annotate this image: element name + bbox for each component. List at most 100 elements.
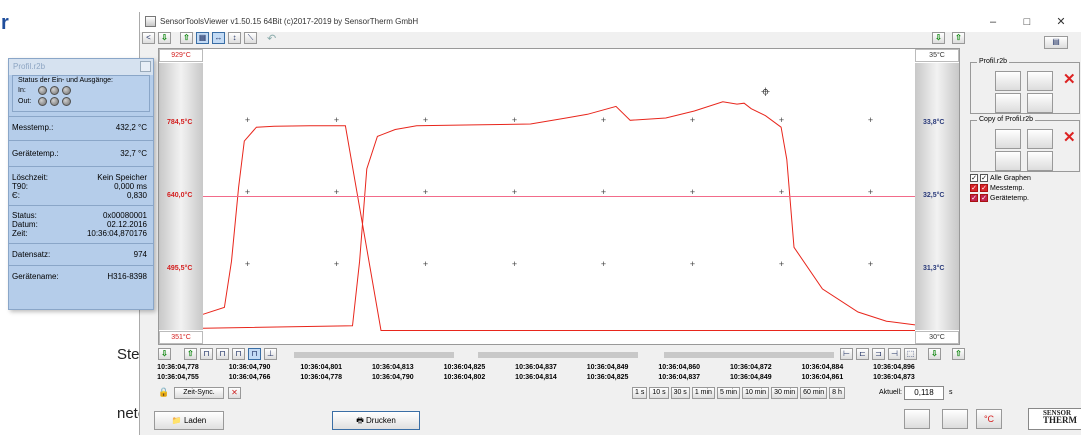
- checkbox[interactable]: ✓: [980, 184, 988, 192]
- export-chart-icon[interactable]: ⬚: [904, 348, 917, 360]
- chart-profile-icon[interactable]: [995, 129, 1021, 149]
- time-range-button[interactable]: 5 min: [716, 387, 741, 399]
- align-right-icon[interactable]: ⊣: [888, 348, 901, 360]
- export-csv-icon[interactable]: [995, 93, 1021, 113]
- led-indicator: [38, 86, 47, 95]
- time-range-button[interactable]: 30 min: [771, 387, 799, 399]
- chart-profile-icon[interactable]: [995, 71, 1021, 91]
- legend-item-alle-graphen[interactable]: ✓ ✓ Alle Graphen: [970, 174, 1031, 182]
- checkbox[interactable]: ✓: [970, 184, 978, 192]
- time-range-button[interactable]: 10 s: [649, 387, 669, 399]
- table-icon[interactable]: [1027, 129, 1053, 149]
- zoom-left-icon[interactable]: ⊏: [856, 348, 869, 360]
- time-scroll-bar[interactable]: [664, 352, 834, 358]
- up-arrow-icon[interactable]: ⇧: [184, 348, 197, 360]
- pulse-shape-icon[interactable]: ⊓: [200, 348, 213, 360]
- chart-line-icon[interactable]: ⟍: [244, 32, 257, 44]
- zeit-row: Zeit: 10:36:04,870176: [9, 229, 153, 238]
- laden-button[interactable]: 📁 Laden: [154, 411, 224, 430]
- pulse-shape-icon[interactable]: ⊓: [232, 348, 245, 360]
- checkbox[interactable]: ✓: [980, 174, 988, 182]
- crosshair-cursor-icon: ⌖: [761, 84, 770, 101]
- sync-chart-icon[interactable]: ✕: [228, 387, 241, 399]
- time-scroll-bar[interactable]: [294, 352, 454, 358]
- pulse-shape-icon[interactable]: ⊓: [216, 348, 229, 360]
- grid-marker: +: [334, 187, 339, 197]
- time-range-button[interactable]: 1 s: [632, 387, 648, 399]
- drucken-button[interactable]: 🖶 Drucken: [332, 411, 420, 430]
- checkbox[interactable]: ✓: [970, 194, 978, 202]
- aktuell-input[interactable]: 0,118: [904, 386, 944, 400]
- maximize-button[interactable]: □: [1023, 16, 1031, 28]
- measure-icon[interactable]: [904, 409, 930, 429]
- grid-marker: +: [601, 259, 606, 269]
- zeit-sync-button[interactable]: Zeit-Sync.: [174, 387, 224, 399]
- undo-icon[interactable]: ↶: [267, 33, 277, 45]
- up-arrow-icon[interactable]: ⇧: [180, 32, 193, 44]
- time-range-button[interactable]: 30 s: [670, 387, 690, 399]
- grid-marker: +: [690, 187, 695, 197]
- down-arrow-icon[interactable]: ⇩: [932, 32, 945, 44]
- minimize-button[interactable]: –: [989, 16, 997, 28]
- vertical-zoom-icon[interactable]: ↕: [228, 32, 241, 44]
- right-axis-top: 35°C: [915, 49, 959, 62]
- up-arrow-icon[interactable]: ⇧: [952, 348, 965, 360]
- thermometer-icon[interactable]: °C: [976, 409, 1002, 429]
- grid-marker: +: [868, 115, 873, 125]
- down-arrow-icon[interactable]: ⇩: [158, 32, 171, 44]
- lock-icon[interactable]: 🔒: [158, 387, 170, 397]
- up-arrow-icon[interactable]: ⇧: [952, 32, 965, 44]
- zoom-fit-icon[interactable]: ⊐: [872, 348, 885, 360]
- close-button[interactable]: ✕: [1056, 16, 1066, 28]
- series-line-0: [202, 125, 915, 331]
- time-range-button[interactable]: 10 min: [742, 387, 770, 399]
- datensatz-label: Datensatz:: [12, 250, 51, 259]
- align-left-icon[interactable]: ⊢: [840, 348, 853, 360]
- checkbox[interactable]: ✓: [980, 194, 988, 202]
- panel-close-button[interactable]: [140, 61, 151, 72]
- horizontal-zoom-icon[interactable]: ↔: [212, 32, 225, 44]
- down-arrow-icon[interactable]: ⇩: [928, 348, 941, 360]
- out-label: Out:: [18, 98, 32, 105]
- delete-icon[interactable]: ✕: [1063, 71, 1076, 88]
- grid-marker: +: [601, 187, 606, 197]
- export-r2b-icon[interactable]: [1027, 93, 1053, 113]
- time-range-button[interactable]: 1 min: [691, 387, 715, 399]
- table-icon[interactable]: [1027, 71, 1053, 91]
- legend-item-messtemp[interactable]: ✓ ✓ Messtemp.: [970, 184, 1031, 192]
- export-csv-icon[interactable]: [995, 151, 1021, 171]
- datum-value: 02.12.2016: [106, 220, 147, 229]
- title-bar[interactable]: SensorToolsViewer v1.50.15 64Bit (c)2017…: [140, 12, 1081, 32]
- right-axis-gauge[interactable]: [915, 63, 959, 330]
- in-row: In:: [18, 86, 144, 95]
- time-range-button[interactable]: 60 min: [800, 387, 828, 399]
- chart-area[interactable]: + + + + + + + + + + + + + + + + + + + + + + + + ⌖ 929°C 351°C 78…: [158, 48, 960, 345]
- left-axis-gauge[interactable]: [159, 63, 203, 330]
- checkbox[interactable]: ✓: [970, 174, 978, 182]
- layout-toggle-icon[interactable]: ▤: [1044, 36, 1068, 49]
- grid-marker: +: [779, 187, 784, 197]
- time-scroll-bar[interactable]: [478, 352, 638, 358]
- datensatz-value: 974: [133, 250, 147, 259]
- down-arrow-icon[interactable]: ⇩: [158, 348, 171, 360]
- loeschzeit-value: Kein Speicher: [97, 173, 147, 182]
- geraetename-row: Gerätename: H316-8398: [9, 272, 153, 281]
- grid-view-icon[interactable]: ▦: [196, 32, 209, 44]
- baseline-icon[interactable]: ⊥: [264, 348, 277, 360]
- app-icon: [145, 16, 156, 27]
- time-tick-label: 10:36:04,814: [515, 374, 557, 381]
- delete-icon[interactable]: ✕: [1063, 129, 1076, 146]
- grid-marker: +: [512, 187, 517, 197]
- pulse-shape-icon[interactable]: ⊓: [248, 348, 261, 360]
- time-range-button[interactable]: 8 h: [829, 387, 845, 399]
- back-button[interactable]: <: [142, 32, 155, 44]
- grid-marker: +: [690, 259, 695, 269]
- grid-marker: +: [423, 187, 428, 197]
- right-axis-tick: 33,8°C: [923, 119, 945, 126]
- measure-icon[interactable]: [942, 409, 968, 429]
- legend-item-geraetetemp[interactable]: ✓ ✓ Gerätetemp.: [970, 194, 1031, 202]
- status-panel[interactable]: Profil.r2b Status der Ein- und Ausgänge:…: [8, 58, 154, 310]
- io-status-box: Status der Ein- und Ausgänge: In: Out:: [12, 75, 150, 112]
- export-r2b-icon[interactable]: [1027, 151, 1053, 171]
